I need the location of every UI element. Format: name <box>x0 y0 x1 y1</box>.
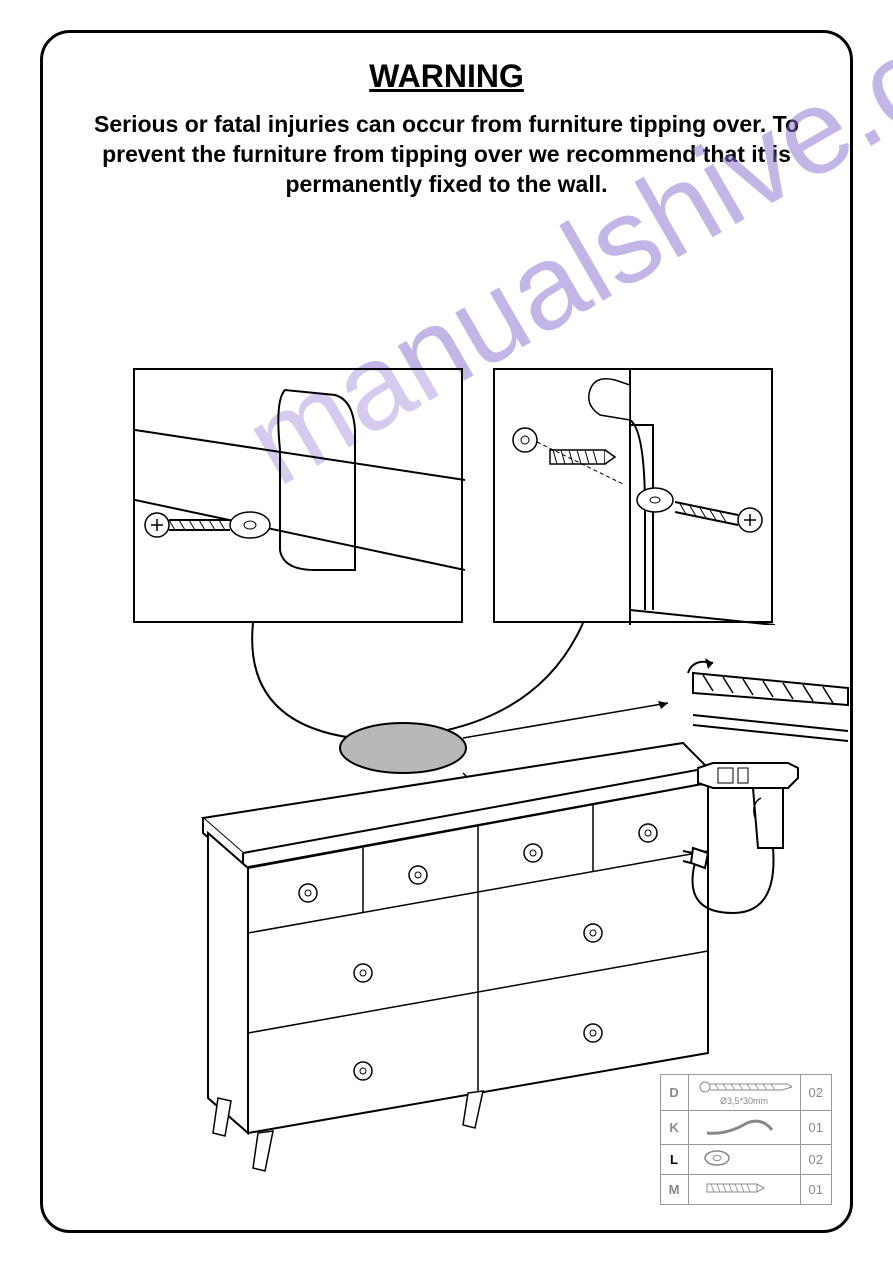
part-letter: L <box>660 1145 688 1175</box>
part-image-screw: Ø3,5*30mm <box>688 1075 800 1111</box>
part-qty: 02 <box>800 1075 831 1111</box>
parts-table: D Ø3,5*30mm 02 K 01 L 02 M 0 <box>660 1074 832 1205</box>
strap-furniture-icon <box>135 370 465 625</box>
part-qty: 01 <box>800 1111 831 1145</box>
dresser-illustration <box>153 693 713 1173</box>
part-image-anchor <box>688 1175 800 1205</box>
part-letter: M <box>660 1175 688 1205</box>
table-row: K 01 <box>660 1111 831 1145</box>
part-dimension: Ø3,5*30mm <box>697 1096 792 1106</box>
table-row: M 01 <box>660 1175 831 1205</box>
warning-title: WARNING <box>43 58 850 95</box>
table-row: L 02 <box>660 1145 831 1175</box>
strap-wall-icon <box>495 370 775 625</box>
part-qty: 01 <box>800 1175 831 1205</box>
part-image-strap <box>688 1111 800 1145</box>
table-row: D Ø3,5*30mm 02 <box>660 1075 831 1111</box>
warning-body-text: Serious or fatal injuries can occur from… <box>93 110 800 200</box>
part-image-washer <box>688 1145 800 1175</box>
drill-illustration <box>683 653 853 933</box>
detail-strap-furniture <box>133 368 463 623</box>
part-qty: 02 <box>800 1145 831 1175</box>
page-frame: WARNING Serious or fatal injuries can oc… <box>40 30 853 1233</box>
detail-strap-wall <box>493 368 773 623</box>
part-letter: K <box>660 1111 688 1145</box>
part-letter: D <box>660 1075 688 1111</box>
